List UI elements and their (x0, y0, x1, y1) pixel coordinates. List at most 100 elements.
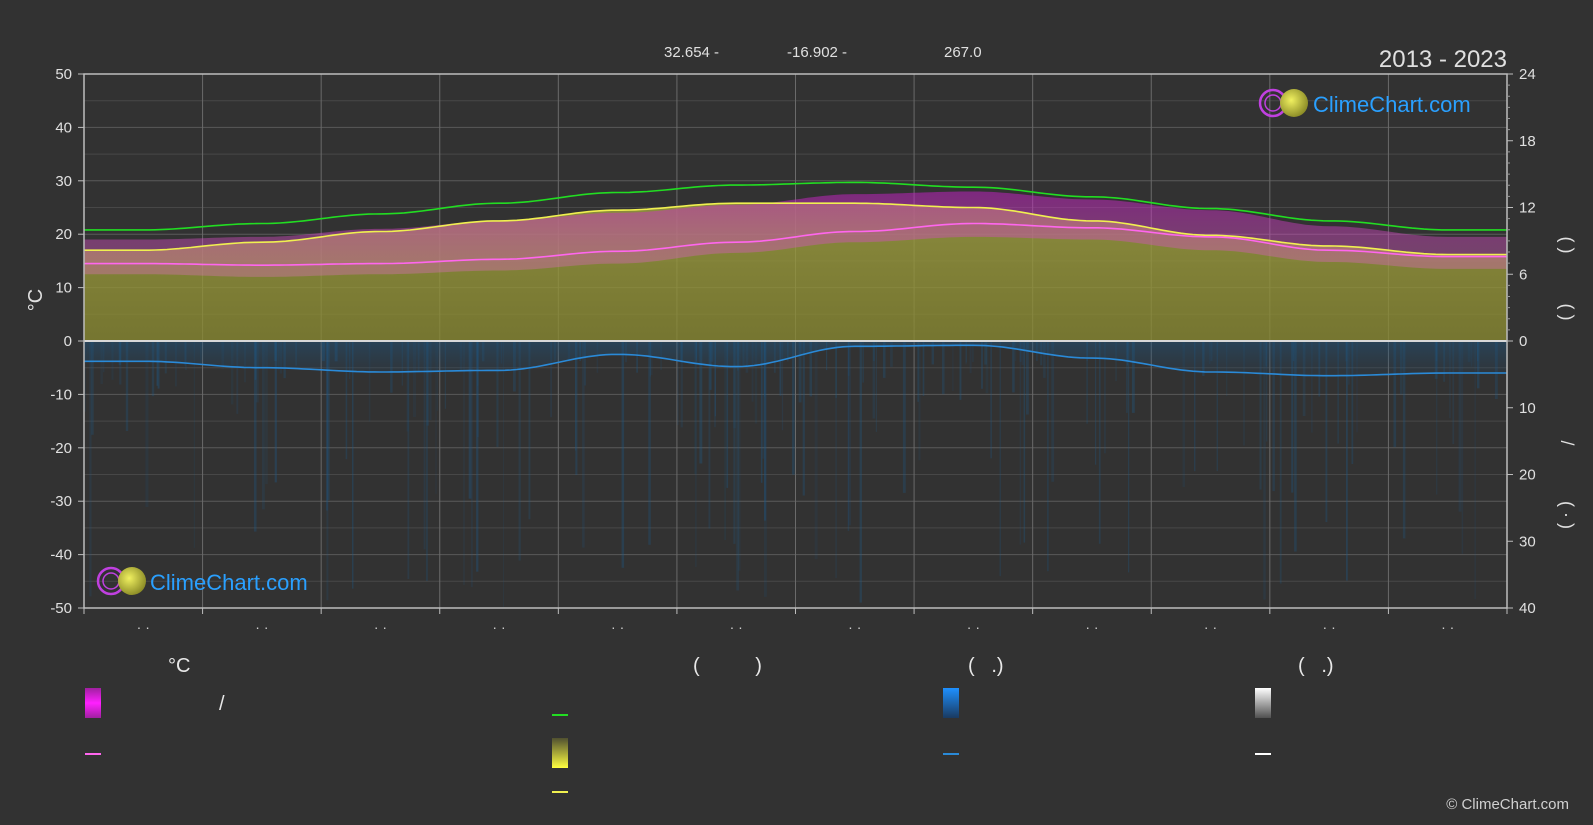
precip-streak (1474, 341, 1476, 600)
legend-precip-line (943, 753, 959, 755)
precip-streak (764, 341, 767, 521)
precip-streak (1461, 341, 1464, 554)
precip-streak (1452, 341, 1455, 444)
precip-streak (764, 341, 766, 397)
period-label: 2013 - 2023 (1379, 46, 1507, 73)
legend-daylight-line (552, 714, 568, 716)
x-tick-label: · · (611, 619, 624, 635)
x-tick-label: · · (374, 619, 387, 635)
right-axis-label-3: / (1557, 440, 1577, 445)
x-tick-label: · · (967, 619, 980, 635)
precip-streak (859, 341, 862, 603)
precip-streak (468, 341, 472, 499)
precip-streak (265, 341, 268, 484)
precip-streak (965, 341, 967, 363)
precip-streak (952, 341, 954, 392)
precip-streak (699, 341, 703, 464)
header-latitude: 32.654 - (664, 44, 719, 61)
precip-streak (1356, 341, 1358, 433)
precip-streak (436, 341, 438, 411)
y-tick-label-left: -30 (50, 493, 72, 510)
y-tick-label-right: 6 (1519, 266, 1527, 283)
logo-top[interactable]: ClimeChart.com (1258, 88, 1471, 118)
precip-streak (990, 341, 992, 459)
precip-streak (724, 341, 727, 540)
precip-streak (470, 341, 473, 588)
legend-sunshine-swatch (552, 738, 568, 768)
precip-streak (274, 341, 277, 483)
precip-streak (1128, 341, 1130, 573)
x-tick-label: · · (492, 619, 505, 635)
legend-snow-line (1255, 753, 1271, 755)
precip-streak (1393, 341, 1397, 448)
logo-bottom[interactable]: ClimeChart.com (96, 566, 308, 596)
precip-streak (262, 341, 265, 510)
daylight-line (84, 181, 1507, 231)
precip-streak (872, 341, 876, 419)
legend-col2-header: ( ) (693, 655, 762, 677)
precip-streak (582, 341, 585, 548)
header-longitude: -16.902 - (787, 44, 847, 61)
precip-streak (435, 341, 437, 494)
precip-streak (575, 341, 578, 475)
axes: 50 40 30 20 10 0 -10 -20 -30 -40 -50 24 18 12 6 0 10 20 30… (50, 66, 1535, 635)
precip-streak (119, 341, 122, 385)
precip-streak (1325, 341, 1328, 523)
precip-streak (1291, 341, 1294, 493)
legend: °C / ( ) ( .) ( .) (0, 650, 1593, 825)
precip-streak (985, 341, 989, 394)
precip-streak (575, 341, 577, 451)
climate-chart: 50 40 30 20 10 0 -10 -20 -30 -40 -50 24 18 12 6 0 10 20 30… (25, 44, 1577, 635)
precip-streak (902, 341, 906, 493)
y-tick-label-right: 30 (1519, 533, 1536, 550)
precip-streak (890, 341, 893, 367)
precip-streak (1346, 341, 1348, 581)
precip-streak (1095, 341, 1097, 465)
legend-col3-header: ( .) (968, 655, 1004, 677)
precipitation-area (84, 341, 1507, 376)
precip-streak (1012, 341, 1015, 393)
precip-streak (969, 341, 972, 374)
precip-streak (1098, 341, 1101, 544)
x-tick-label: · · (255, 619, 268, 635)
y-tick-label-right: 24 (1519, 66, 1536, 83)
precip-streak (255, 341, 259, 403)
precip-streak (754, 341, 758, 424)
y-tick-label-right: 10 (1519, 400, 1536, 417)
legend-sunshine-line (552, 791, 568, 793)
y-tick-label-left: 40 (55, 119, 72, 136)
precip-streak (1104, 341, 1106, 454)
legend-snow-swatch (1255, 688, 1271, 718)
legend-col4-header: ( .) (1298, 655, 1334, 677)
x-tick-label: · · (137, 619, 150, 635)
precip-streak (91, 341, 94, 435)
precip-streak (981, 341, 983, 389)
precip-streak (942, 341, 945, 395)
precip-streak (125, 341, 129, 431)
precip-streak (726, 341, 729, 488)
y-tick-label-right: 0 (1519, 333, 1527, 350)
precip-streak (413, 341, 416, 417)
y-tick-label-left: -20 (50, 440, 72, 457)
copyright[interactable]: © ClimeChart.com (1446, 796, 1569, 813)
precip-streak (1458, 341, 1462, 512)
precip-streak (1051, 341, 1055, 482)
precip-streak (649, 341, 651, 377)
precip-streak (636, 341, 638, 373)
precip-streak (352, 341, 354, 589)
precip-streak (84, 341, 87, 412)
precip-streak (1015, 341, 1017, 361)
precip-streak (814, 341, 818, 560)
precip-streak (760, 341, 763, 483)
precip-streak (426, 341, 428, 581)
precip-streak (1043, 341, 1046, 378)
precip-streak (999, 341, 1001, 577)
precip-streak (156, 341, 159, 386)
precip-streak (528, 341, 531, 520)
precip-streak (1302, 341, 1306, 416)
precip-streak (1194, 341, 1196, 472)
precip-streak (429, 341, 432, 421)
y-tick-label-left: -50 (50, 600, 72, 617)
precip-streak (714, 341, 716, 428)
precip-streak (1026, 341, 1029, 415)
